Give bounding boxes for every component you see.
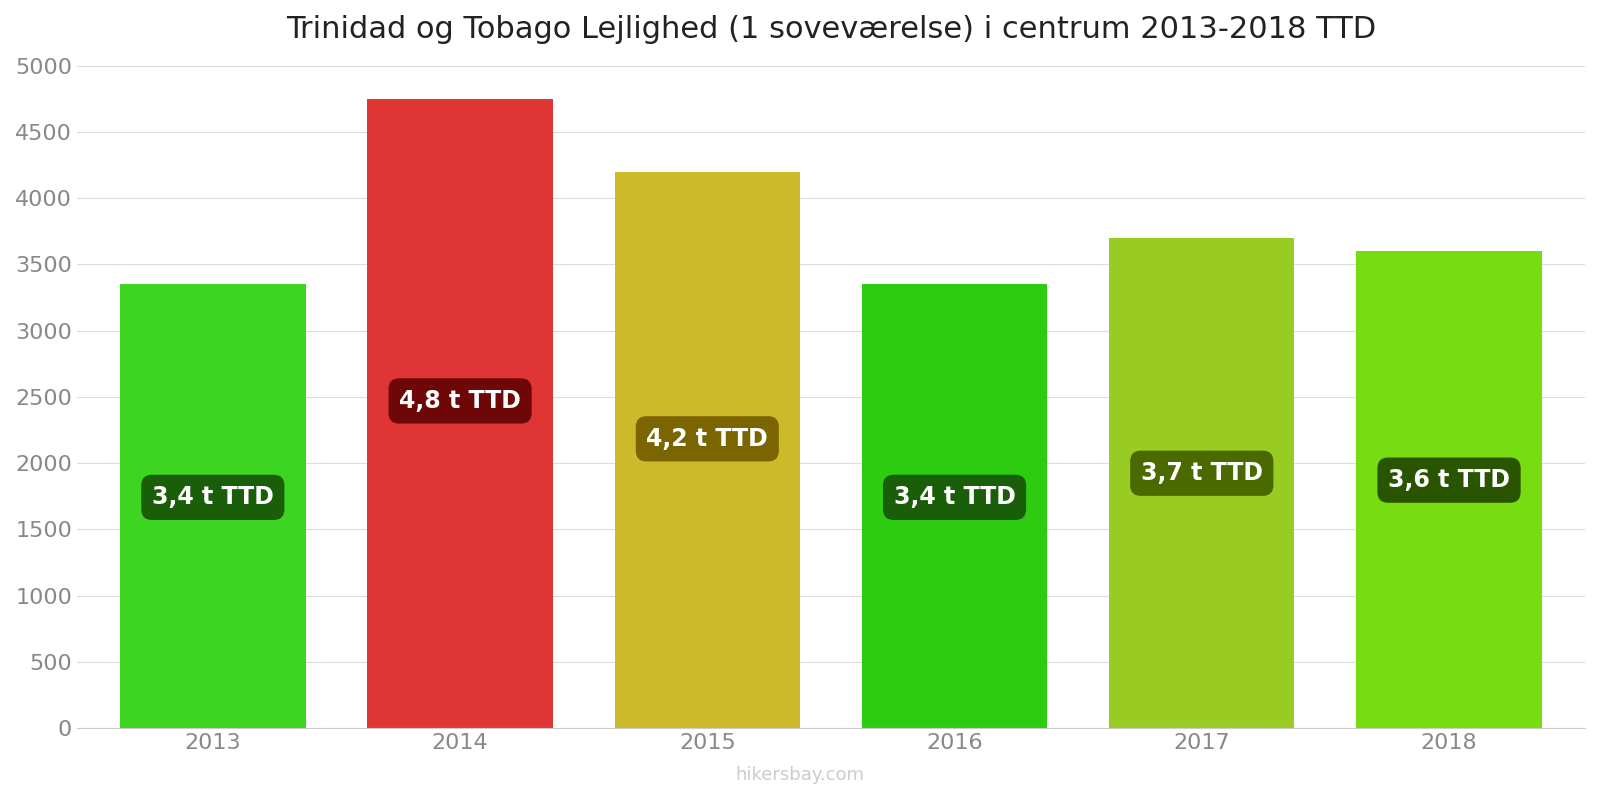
- Bar: [368, 99, 552, 728]
- Bar: [120, 284, 306, 728]
- Text: hikersbay.com: hikersbay.com: [736, 766, 864, 784]
- Bar: [1357, 251, 1542, 728]
- Bar: [614, 172, 800, 728]
- Text: 3,4 t TTD: 3,4 t TTD: [894, 486, 1016, 510]
- Title: Trinidad og Tobago Lejlighed (1 soveværelse) i centrum 2013-2018 TTD: Trinidad og Tobago Lejlighed (1 sovevære…: [286, 15, 1376, 44]
- Text: 4,8 t TTD: 4,8 t TTD: [398, 389, 522, 413]
- Text: 3,6 t TTD: 3,6 t TTD: [1389, 468, 1510, 492]
- Bar: [862, 284, 1048, 728]
- Bar: [1109, 238, 1294, 728]
- Text: 3,7 t TTD: 3,7 t TTD: [1141, 462, 1262, 486]
- Text: 3,4 t TTD: 3,4 t TTD: [152, 486, 274, 510]
- Text: 4,2 t TTD: 4,2 t TTD: [646, 427, 768, 451]
